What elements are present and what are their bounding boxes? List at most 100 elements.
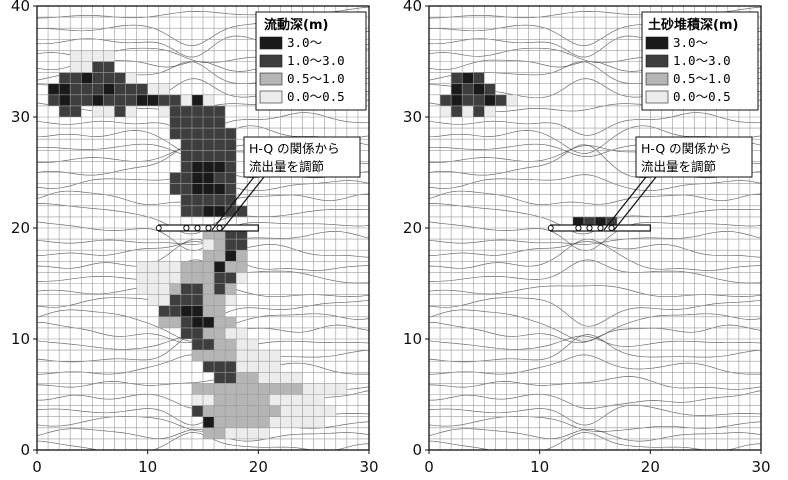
right-x-tick-label: 0 [424, 458, 434, 476]
left-map-panel: 0 10 20 30 0 10 20 30 40 流動深(m) 3.0～ 1.0～3.0 0.5… [11, 0, 379, 476]
left-depth-cell [169, 283, 181, 295]
right-callout: H-Q の関係から 流出量を調節 [603, 136, 753, 231]
right-callout-line-1: H-Q の関係から [641, 141, 732, 156]
right-dam-opening [597, 224, 604, 232]
right-callout-line-2: 流出量を調節 [641, 159, 716, 174]
left-depth-cell [191, 161, 226, 173]
left-depth-cell [269, 416, 325, 428]
right-depth-cell [462, 83, 474, 95]
right-x-tick-label: 30 [751, 458, 770, 476]
left-y-tick-label: 10 [11, 330, 30, 348]
left-callout: H-Q の関係から 流出量を調節 [211, 136, 361, 231]
right-depth-cell [451, 72, 463, 84]
right-mesh-grid [429, 6, 761, 450]
left-depth-cell [191, 183, 226, 195]
right-x-tick-label: 10 [530, 458, 549, 476]
left-depth-cell [214, 261, 226, 273]
left-depth-cell [214, 394, 270, 406]
right-legend-swatch-05to1 [645, 72, 669, 86]
right-dam-opening [586, 224, 593, 232]
right-depth-cell [462, 72, 474, 84]
left-depth-cell [225, 161, 237, 173]
left-depth-cell [180, 161, 192, 173]
right-check-dam-structure [547, 224, 651, 232]
left-y-tick-label: 0 [20, 441, 30, 459]
left-depth-cell [203, 416, 215, 428]
left-depth-cell [203, 239, 215, 251]
left-legend-swatch-3plus [259, 36, 283, 50]
right-x-tick-label: 20 [641, 458, 660, 476]
right-axis-ticks: 0 10 20 30 0 10 20 30 40 [403, 0, 771, 476]
right-depth-cell [473, 83, 485, 95]
right-legend-title: 土砂堆積深(m) [648, 17, 738, 33]
right-legend-label-05to1: 0.5～1.0 [673, 71, 731, 86]
right-depth-cell [462, 105, 474, 117]
left-depth-cell [225, 250, 237, 262]
right-callout-box [635, 136, 753, 178]
left-dam-opening [216, 224, 223, 232]
left-depth-cell [125, 72, 137, 84]
left-axis-ticks: 0 10 20 30 0 10 20 30 40 [11, 0, 379, 476]
left-depth-cell [48, 94, 60, 106]
left-depth-cell [180, 94, 192, 106]
right-dam-opening [575, 224, 582, 232]
left-callout-leader [211, 176, 255, 231]
right-callout-leader-2 [613, 176, 657, 231]
left-depth-cell [203, 94, 215, 106]
right-legend-swatch-1to3 [645, 54, 669, 68]
left-depth-cell [92, 94, 104, 106]
left-legend-label-1to3: 1.0～3.0 [287, 53, 345, 68]
right-legend-swatch-0to05 [645, 90, 669, 104]
left-depth-cell [180, 139, 237, 151]
left-dam-opening [205, 224, 212, 232]
left-dam-opening [183, 224, 190, 232]
left-depth-cell [103, 94, 137, 106]
left-legend-label-3plus: 3.0～ [287, 35, 322, 50]
left-legend-swatch-0to05 [259, 90, 283, 104]
right-depth-cell [484, 94, 496, 106]
left-depth-cell [81, 72, 93, 84]
left-legend-label-05to1: 0.5～1.0 [287, 71, 345, 86]
right-depth-cell [572, 216, 584, 228]
right-depth-cell [451, 83, 463, 95]
left-depth-cell [70, 83, 104, 95]
right-y-tick-label: 40 [403, 0, 422, 15]
right-depth-cell [495, 94, 507, 106]
left-depth-cell [180, 272, 215, 284]
left-legend-swatch-1to3 [259, 54, 283, 68]
right-depth-cell [595, 216, 607, 228]
left-legend-label-0to05: 0.0～0.5 [287, 89, 345, 104]
right-y-tick-label: 10 [403, 330, 422, 348]
left-dam-opening [194, 224, 201, 232]
left-depth-cell [191, 405, 203, 417]
left-depth-cell [169, 117, 226, 129]
right-depth-cell [606, 216, 618, 228]
left-depth-cell [180, 261, 215, 273]
left-depth-cell [236, 272, 248, 284]
left-depth-cell [225, 283, 237, 295]
left-depth-cell [214, 283, 226, 295]
right-legend-label-3plus: 3.0～ [673, 35, 708, 50]
left-depth-cell [203, 361, 237, 373]
right-depth-cell [473, 105, 485, 117]
left-depth-cell [158, 105, 170, 117]
right-depth-cell [440, 94, 452, 106]
right-map-panel: 0 10 20 30 0 10 20 30 40 土砂堆積深(m) 3.0～ 1.0～3.0 0… [403, 0, 771, 476]
left-callout-line-1: H-Q の関係から [249, 141, 340, 156]
left-depth-cell [180, 316, 192, 328]
left-x-tick-label: 20 [249, 458, 268, 476]
left-x-tick-label: 10 [138, 458, 157, 476]
left-depth-cell [180, 150, 237, 162]
left-depth-cell [236, 250, 248, 262]
left-legend-swatch-05to1 [259, 72, 283, 86]
right-depth-cell [473, 72, 485, 84]
right-legend-label-1to3: 1.0～3.0 [673, 53, 731, 68]
left-depth-cell [59, 94, 71, 106]
right-legend-swatch-3plus [645, 36, 669, 50]
left-callout-box [243, 136, 361, 178]
left-depth-cell [114, 83, 148, 95]
right-depth-cell [484, 83, 496, 95]
right-dam-end-marker [547, 225, 554, 231]
right-legend: 土砂堆積深(m) 3.0～ 1.0～3.0 0.5～1.0 0.0～0.5 [641, 11, 759, 111]
